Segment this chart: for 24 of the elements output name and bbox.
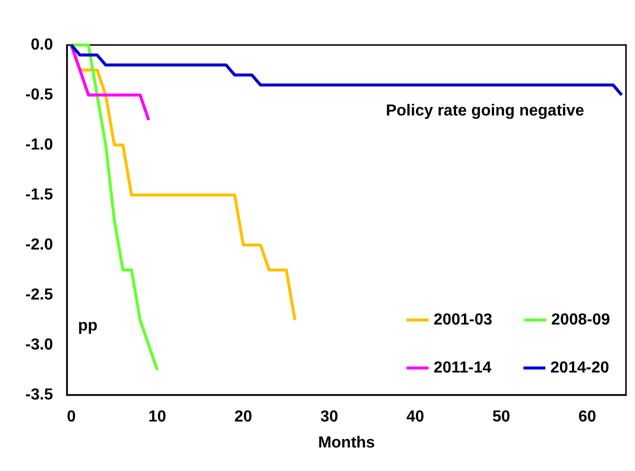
line-series (70, 44, 159, 372)
legend-label: 2011-14 (434, 360, 492, 376)
legend-label: 2014-20 (550, 360, 610, 376)
y-tick-label: -1.0 (25, 136, 54, 154)
x-tick-label: 60 (578, 408, 596, 426)
y-tick-label: -1.5 (25, 186, 54, 204)
y-tick-label: 0.0 (30, 36, 54, 54)
x-tick-label: 50 (492, 408, 510, 426)
legend-label: 2001-03 (434, 312, 492, 328)
y-axis-title: pp (78, 318, 98, 334)
line-series (70, 44, 624, 96)
x-axis-title: Months (318, 434, 376, 452)
y-tick-label: -2.5 (25, 286, 54, 304)
x-tick-label: 10 (148, 408, 166, 426)
y-tick-label: -3.5 (25, 386, 54, 404)
y-tick-label: -2.0 (25, 236, 54, 254)
y-tick-label: -0.5 (25, 86, 54, 104)
x-tick-label: 0 (66, 408, 76, 426)
legend-label: 2008-09 (551, 312, 610, 328)
x-tick-label: 20 (234, 408, 252, 426)
x-tick-label: 40 (406, 408, 424, 426)
y-tick-label: -3.0 (25, 336, 54, 354)
annotation: Policy rate going negative (386, 102, 584, 120)
x-tick-label: 30 (320, 408, 338, 426)
